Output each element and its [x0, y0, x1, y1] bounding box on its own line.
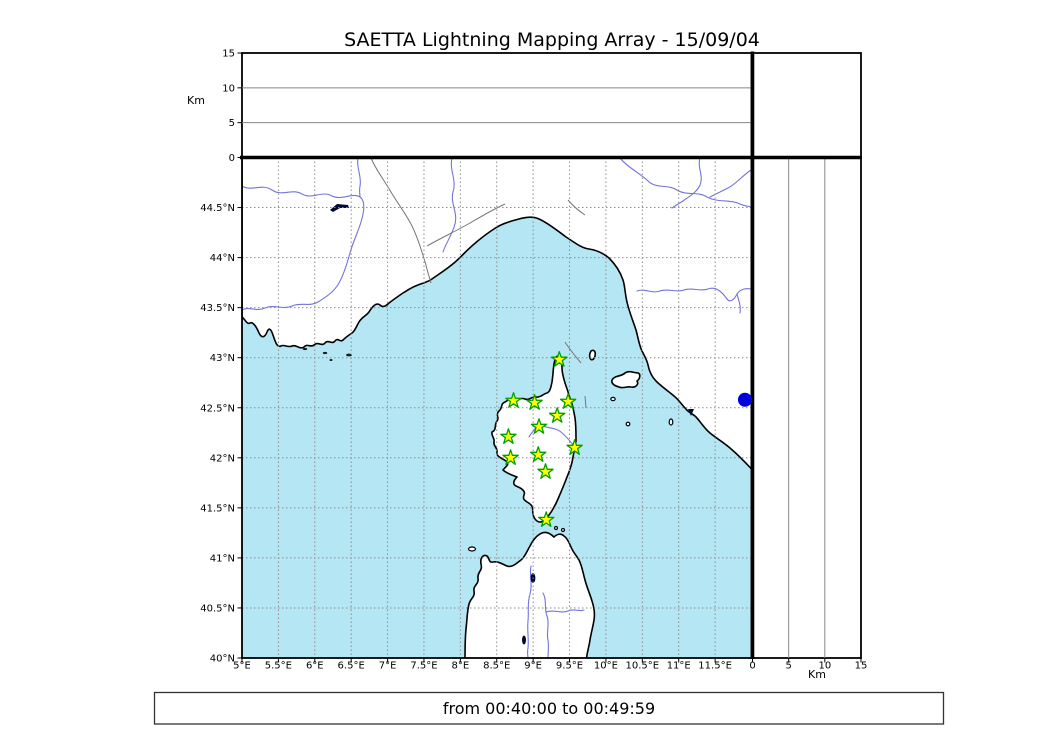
political-borders	[370, 157, 587, 409]
right-km-axis-label: Km	[808, 668, 826, 681]
axis-ticks: 5°E 5.5°E 6°E 6.5°E 7°E 7.5°E 8°E 8.5°E 9°E 9.5°E…	[200, 203, 732, 671]
maddalena-islet-2	[560, 527, 566, 533]
lma-station-marker	[537, 511, 555, 527]
lma-station-marker	[566, 439, 583, 455]
station-markers	[500, 351, 583, 527]
sardinia-lake-2	[522, 635, 526, 645]
riou-islet	[322, 351, 328, 355]
islet	[329, 359, 333, 361]
top-altitude-panel: 0 5 10 15	[222, 49, 753, 164]
lma-station-marker	[551, 351, 568, 367]
lma-station-marker	[505, 392, 522, 408]
lma-station-marker	[548, 407, 566, 423]
right-panel-box	[751, 156, 862, 659]
lightning-event-dot	[737, 392, 752, 407]
event-dot-layer	[737, 392, 752, 407]
right-altitude-panel: 0 5 10 15	[749, 156, 868, 672]
capraia-island	[588, 349, 597, 361]
right-km-tick-label: 5	[785, 661, 791, 672]
lma-station-marker	[529, 446, 547, 462]
corner-panel-box	[751, 52, 862, 159]
right-km-tick-label: 10	[818, 661, 831, 672]
lon-tick-label: 11°E	[667, 661, 691, 672]
lon-tick-label: 7.5°E	[410, 661, 437, 672]
lat-tick-label: 43.5°N	[200, 303, 235, 314]
lon-tick-label: 9°E	[524, 661, 542, 672]
top-km-tick-label: 0	[229, 153, 235, 164]
lma-station-marker	[500, 428, 517, 444]
lon-tick-label: 8°E	[452, 661, 470, 672]
frioul-islet	[302, 347, 308, 351]
elba-island	[611, 370, 641, 389]
lon-tick-label: 11.5°E	[698, 661, 732, 672]
lon-tick-label: 10.5°E	[626, 661, 660, 672]
top-km-tick-label: 10	[222, 83, 235, 94]
caption-box: from 00:40:00 to 00:49:59	[153, 691, 945, 725]
lat-tick-label: 41°N	[210, 553, 235, 564]
lat-tick-label: 43°N	[210, 353, 235, 364]
top-km-tick-label: 5	[229, 118, 235, 129]
lat-tick-label: 44.5°N	[200, 203, 235, 214]
lat-tick-label: 42.5°N	[200, 403, 235, 414]
top-km-tick-label: 15	[222, 49, 235, 60]
lon-tick-label: 7°E	[379, 661, 397, 672]
hyeres-islet	[346, 353, 352, 357]
mainland-coastline	[242, 157, 752, 470]
lma-station-marker	[559, 393, 577, 409]
lon-tick-label: 5°E	[233, 661, 251, 672]
lma-station-marker	[537, 463, 554, 479]
corsica-island	[491, 355, 577, 523]
top-panel-box	[241, 52, 753, 159]
caption-frame	[153, 691, 945, 725]
page-title: SAETTA Lightning Mapping Array - 15/09/0…	[344, 29, 760, 51]
asinara-island	[467, 546, 477, 552]
lat-tick-label: 44°N	[210, 253, 235, 264]
graticule	[242, 157, 752, 658]
lat-tick-label: 42°N	[210, 453, 235, 464]
lat-tick-label: 40°N	[210, 654, 235, 665]
lon-tick-label: 9.5°E	[556, 661, 583, 672]
right-km-tick-label: 15	[855, 661, 868, 672]
lon-tick-label: 8.5°E	[483, 661, 510, 672]
lat-tick-label: 41.5°N	[200, 503, 235, 514]
lon-tick-label: 6.5°E	[338, 661, 365, 672]
lon-tick-label: 6°E	[306, 661, 324, 672]
right-km-tick-label: 0	[749, 661, 755, 672]
lon-tick-label: 5.5°E	[265, 661, 292, 672]
time-range-caption: from 00:40:00 to 00:49:59	[443, 699, 655, 718]
lma-station-marker	[530, 418, 548, 434]
pianosa-island	[610, 396, 616, 402]
lma-station-marker	[526, 394, 543, 410]
top-km-axis-label: Km	[187, 94, 205, 107]
lma-station-marker	[502, 449, 519, 465]
giglio-island	[668, 418, 674, 426]
orbetello-lagoon	[688, 409, 694, 416]
montecristo-island	[625, 421, 631, 427]
lat-tick-label: 40.5°N	[200, 603, 235, 614]
lon-tick-label: 10°E	[594, 661, 618, 672]
map-panel	[241, 156, 753, 659]
maddalena-islet	[553, 525, 559, 531]
